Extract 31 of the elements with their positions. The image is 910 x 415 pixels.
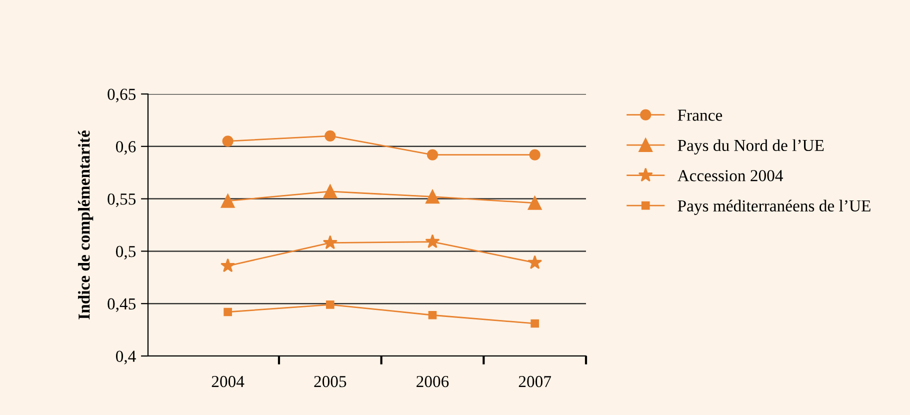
point: [530, 319, 539, 328]
point: [425, 234, 440, 248]
x-tick-label: 2004: [212, 376, 244, 388]
y-tick-label: 0,5: [116, 246, 136, 260]
x-tick-label: 2006: [416, 376, 449, 388]
y-tick-label: 0,55: [108, 194, 136, 208]
point: [326, 300, 334, 309]
point: [323, 184, 338, 198]
legend-label: Pays méditerranéens de l’UE: [678, 200, 870, 215]
point: [324, 130, 336, 142]
x-tick-label: 2007: [518, 376, 552, 388]
y-tick-label: 0,45: [108, 298, 136, 312]
point: [529, 149, 540, 160]
x-tick-label: 2005: [314, 376, 346, 388]
point: [528, 255, 542, 270]
point: [220, 194, 235, 208]
y-tick-label: 0,6: [116, 141, 136, 155]
y-tick-label: 0,4: [116, 350, 136, 364]
point: [322, 235, 338, 250]
point: [220, 258, 236, 272]
point: [426, 190, 440, 204]
legend-label: Accession 2004: [677, 170, 784, 182]
legend-label: France: [678, 110, 722, 121]
point: [528, 196, 542, 210]
point: [426, 149, 438, 160]
y-tick-label: 0,65: [108, 88, 136, 102]
point: [224, 308, 232, 316]
legend-label: Pays du Nord de l’UE: [678, 139, 824, 154]
point: [222, 136, 234, 147]
point: [428, 310, 437, 320]
y-axis-title: Indice de complémentarité: [78, 130, 94, 320]
